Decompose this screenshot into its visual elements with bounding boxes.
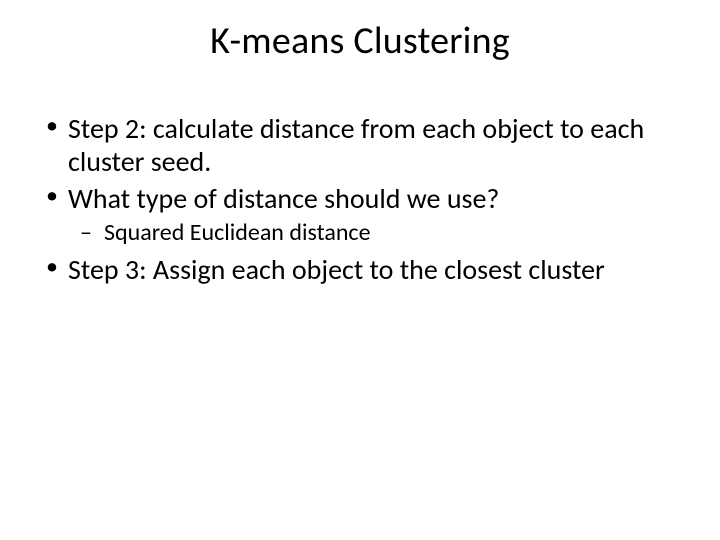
bullet-text: What type of distance should we use? xyxy=(68,181,499,216)
sub-bullet-item: Squared Euclidean distance xyxy=(104,219,680,247)
sub-bullet-list: Squared Euclidean distance xyxy=(68,219,680,247)
bullet-text: Step 3: Assign each object to the closes… xyxy=(68,252,605,287)
sub-bullet-text: Squared Euclidean distance xyxy=(104,218,371,247)
slide: K-means Clustering Step 2: calculate dis… xyxy=(0,0,720,540)
bullet-text: Step 2: calculate distance from each obj… xyxy=(68,111,644,179)
bullet-item: Step 2: calculate distance from each obj… xyxy=(68,112,680,178)
bullet-item: What type of distance should we use? Squ… xyxy=(68,182,680,247)
slide-body: Step 2: calculate distance from each obj… xyxy=(0,64,720,286)
bullet-item: Step 3: Assign each object to the closes… xyxy=(68,253,680,286)
slide-title: K-means Clustering xyxy=(0,0,720,64)
bullet-list: Step 2: calculate distance from each obj… xyxy=(40,112,680,286)
